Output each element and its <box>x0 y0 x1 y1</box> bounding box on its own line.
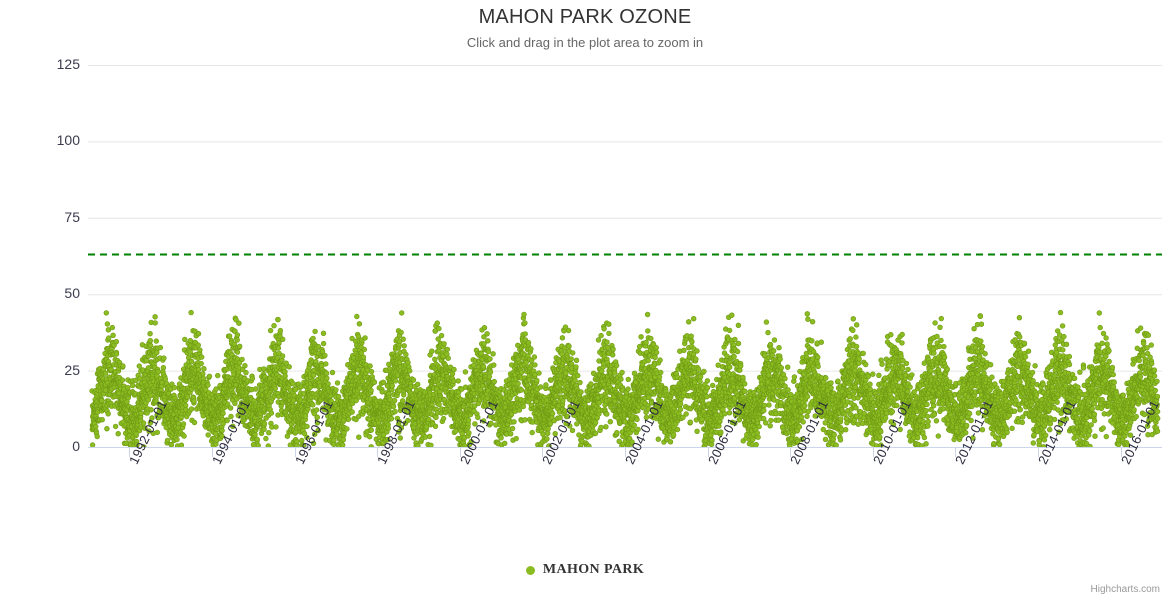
highcharts-credits[interactable]: Highcharts.com <box>1090 584 1160 595</box>
x-axis-tick-mark <box>542 447 544 457</box>
y-axis-tick-label: 50 <box>64 285 80 302</box>
y-axis-tick-label: 100 <box>56 132 80 149</box>
x-axis-tick-mark <box>625 447 626 457</box>
x-axis-tick-mark <box>872 447 874 457</box>
y-axis-tick-label: 75 <box>64 208 80 225</box>
legend-item-mahon-park[interactable]: MAHON PARK <box>525 562 645 578</box>
x-axis-tick-mark <box>294 447 296 457</box>
chart-subtitle: Click and drag in the plot area to zoom … <box>466 35 704 50</box>
x-axis-tick-mark <box>707 447 709 457</box>
x-axis-tick-mark <box>459 447 461 457</box>
y-axis-tick-labels: 0 25 50 75 100 125 <box>0 56 80 454</box>
x-axis-tick-mark <box>1120 447 1122 457</box>
scatter-plot-canvas[interactable] <box>88 65 1162 447</box>
scatter-series-mahon-park[interactable] <box>89 309 1161 447</box>
y-axis-tick-label: 25 <box>64 361 80 378</box>
x-axis-tick-mark <box>790 447 792 457</box>
x-axis-tick-mark <box>129 447 131 457</box>
y-axis-tick-label: 0 <box>72 438 80 454</box>
circle-marker-icon <box>525 565 535 575</box>
x-axis-tick-mark <box>955 447 957 457</box>
chart-legend[interactable]: MAHON PARK <box>0 562 1170 578</box>
legend-item-label: MAHON PARK <box>542 562 645 577</box>
plot-area[interactable] <box>88 65 1162 447</box>
x-axis-tick-mark <box>211 447 213 457</box>
x-axis-tick-mark <box>1038 447 1040 457</box>
x-axis-tick-mark <box>377 447 379 457</box>
y-axis-tick-label: 125 <box>56 56 80 72</box>
chart-title: MAHON PARK OZONE <box>478 6 692 28</box>
